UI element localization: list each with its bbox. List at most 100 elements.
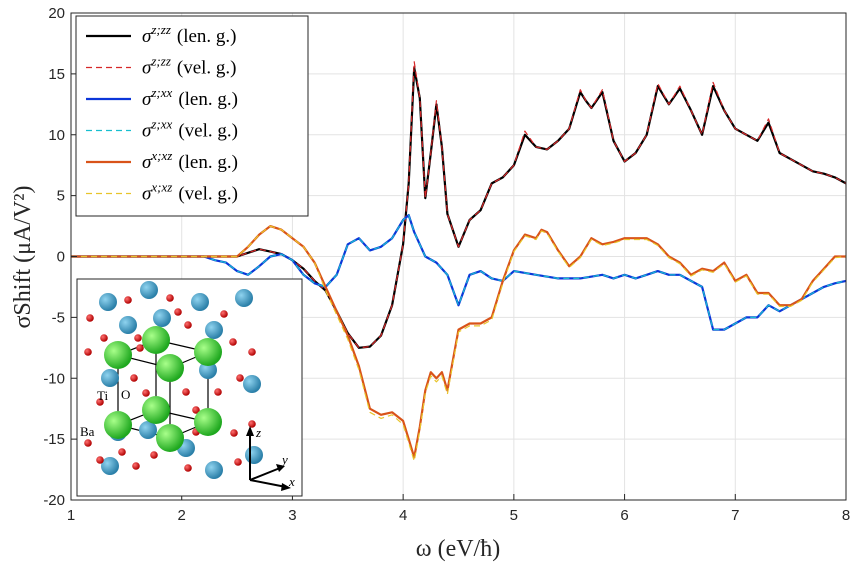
ti-atom bbox=[142, 396, 170, 424]
y-tick-label: -15 bbox=[43, 431, 65, 448]
o-atom bbox=[166, 294, 174, 302]
o-atom bbox=[184, 464, 192, 472]
crystal-structure-inset: Ti O Ba z yx bbox=[76, 278, 303, 497]
legend-label: σz;zz (len. g.) bbox=[142, 22, 237, 47]
legend: σz;zz (len. g.) σz;zz (vel. g.) σz;xx (len. g… bbox=[75, 15, 309, 217]
o-atom bbox=[174, 308, 182, 316]
y-arrowhead bbox=[276, 464, 285, 472]
ba-atom bbox=[235, 289, 253, 307]
o-atom bbox=[134, 334, 142, 342]
z-arrowhead bbox=[246, 426, 254, 436]
ba-atom bbox=[205, 321, 223, 339]
series-layer bbox=[71, 61, 847, 462]
inset-label: Ti bbox=[97, 388, 108, 403]
o-atom bbox=[234, 458, 242, 466]
ti-atom bbox=[104, 341, 132, 369]
x-tick-label: 1 bbox=[67, 507, 75, 524]
legend-entry: σz;zz (vel. g.) bbox=[86, 54, 237, 79]
y-axis-label-text: σShift (μA/V²) bbox=[10, 186, 36, 329]
ba-atom bbox=[243, 375, 261, 393]
series-line-6 bbox=[71, 225, 847, 462]
ba-atom bbox=[205, 461, 223, 479]
ba-atom bbox=[153, 309, 171, 327]
x-tick-label: 4 bbox=[399, 507, 407, 524]
x-axis-arrow bbox=[249, 479, 287, 488]
inset-label: O bbox=[121, 387, 130, 402]
ti-atom bbox=[156, 424, 184, 452]
ba-atom bbox=[245, 446, 263, 464]
y-tick-label: 5 bbox=[57, 188, 65, 205]
series-line-5 bbox=[71, 225, 846, 459]
y-axis-label: σShift (μA/V²) bbox=[10, 186, 36, 329]
o-atom bbox=[230, 429, 238, 437]
ba-atom bbox=[101, 369, 119, 387]
y-axis-arrow bbox=[249, 467, 281, 481]
ba-atom bbox=[140, 281, 158, 299]
y-tick-label: -10 bbox=[43, 370, 65, 387]
x-axis-label-text: ω (eV/ħ) bbox=[416, 536, 500, 562]
o-atom bbox=[100, 334, 108, 342]
o-atom bbox=[96, 398, 104, 406]
o-atom bbox=[96, 456, 104, 464]
ti-atom bbox=[142, 326, 170, 354]
o-atom bbox=[86, 314, 94, 322]
o-atom bbox=[192, 406, 200, 414]
ti-atom bbox=[104, 411, 132, 439]
o-atom bbox=[130, 374, 138, 382]
o-atom bbox=[248, 348, 256, 356]
legend-box bbox=[75, 15, 309, 217]
o-atom bbox=[184, 321, 192, 329]
y-tick-label: 0 bbox=[57, 249, 65, 266]
ti-atom bbox=[194, 338, 222, 366]
x-arrowhead bbox=[281, 483, 291, 491]
x-tick-label: 8 bbox=[842, 507, 850, 524]
inset-axis-label: x bbox=[288, 474, 295, 489]
legend-entry: σz;xx (vel. g.) bbox=[86, 117, 238, 142]
o-atom bbox=[214, 388, 222, 396]
x-axis-label: ω (eV/ħ) bbox=[416, 536, 500, 562]
inset-axis-label: z bbox=[255, 425, 261, 440]
ti-atom bbox=[156, 354, 184, 382]
legend-entry: σz;xx (len. g.) bbox=[86, 85, 238, 110]
legend-label: σx;xz (vel. g.) bbox=[142, 180, 238, 205]
ba-atom bbox=[99, 293, 117, 311]
legend-label: σz;zz (vel. g.) bbox=[142, 54, 237, 79]
legend-label: σx;xz (len. g.) bbox=[142, 148, 238, 173]
x-tick-label: 7 bbox=[731, 507, 739, 524]
ba-atom bbox=[199, 361, 217, 379]
inset-axis-label: y bbox=[280, 452, 288, 467]
ba-atom bbox=[119, 316, 137, 334]
o-atom bbox=[220, 310, 228, 318]
o-atom bbox=[150, 451, 158, 459]
series-line-2 bbox=[71, 61, 847, 349]
x-tick-label: 5 bbox=[510, 507, 518, 524]
o-atom bbox=[229, 338, 237, 346]
y-tick-label: 10 bbox=[48, 127, 65, 144]
y-tick-label: 20 bbox=[48, 5, 65, 22]
o-atom bbox=[182, 388, 190, 396]
ticks: 1 2 3 4 5 6 7 8 -20 -15 -10 -5 0 5 10 15 20 bbox=[43, 5, 850, 524]
o-atom bbox=[124, 296, 132, 304]
legend-entry: σx;xz (len. g.) bbox=[86, 148, 238, 173]
o-atom bbox=[248, 420, 256, 428]
y-tick-label: -5 bbox=[52, 309, 65, 326]
o-atom bbox=[118, 448, 126, 456]
ba-atom bbox=[191, 293, 209, 311]
x-tick-label: 3 bbox=[288, 507, 296, 524]
ti-atom bbox=[194, 408, 222, 436]
o-atom bbox=[136, 344, 144, 352]
x-tick-label: 2 bbox=[178, 507, 186, 524]
x-tick-label: 6 bbox=[620, 507, 628, 524]
series-line-4 bbox=[71, 214, 847, 331]
o-atom bbox=[84, 439, 92, 447]
o-atom bbox=[142, 389, 150, 397]
legend-label: σz;xx (vel. g.) bbox=[142, 117, 238, 142]
o-atom bbox=[132, 462, 140, 470]
o-atom bbox=[236, 374, 244, 382]
y-tick-label: -20 bbox=[43, 492, 65, 509]
inset-label: Ba bbox=[80, 424, 95, 439]
legend-label: σz;xx (len. g.) bbox=[142, 85, 238, 110]
ba-atom bbox=[139, 421, 157, 439]
legend-entry: σx;xz (vel. g.) bbox=[86, 180, 238, 205]
